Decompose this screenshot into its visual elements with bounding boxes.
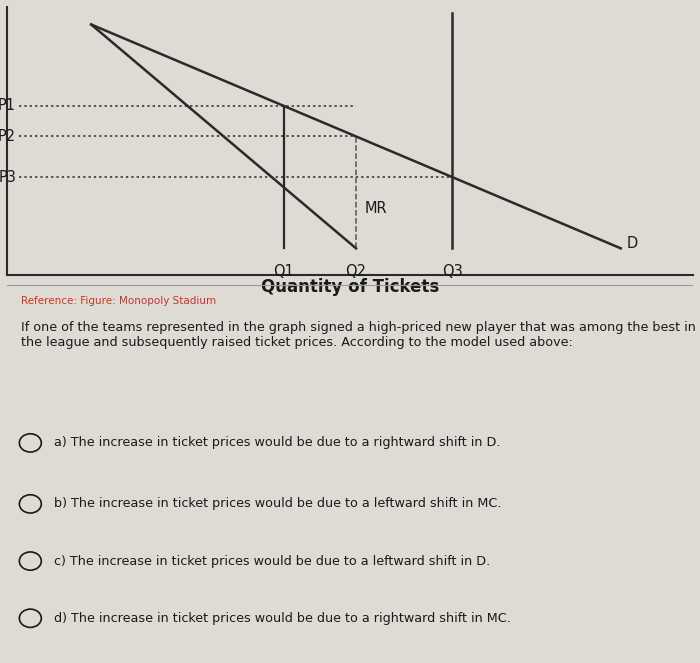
Text: P2: P2 [0,129,16,144]
Text: D: D [626,236,638,251]
X-axis label: Quantity of Tickets: Quantity of Tickets [261,278,439,296]
Text: d) The increase in ticket prices would be due to a rightward shift in MC.: d) The increase in ticket prices would b… [54,612,510,625]
Text: Reference: Figure: Monopoly Stadium: Reference: Figure: Monopoly Stadium [21,296,216,306]
Text: Q2: Q2 [346,264,367,279]
Text: If one of the teams represented in the graph signed a high-priced new player tha: If one of the teams represented in the g… [21,321,696,349]
Text: a) The increase in ticket prices would be due to a rightward shift in D.: a) The increase in ticket prices would b… [54,436,500,450]
Text: Q3: Q3 [442,264,463,279]
Text: MR: MR [365,200,388,215]
Text: P3: P3 [0,170,16,184]
Text: P1: P1 [0,98,16,113]
Text: b) The increase in ticket prices would be due to a leftward shift in MC.: b) The increase in ticket prices would b… [54,497,501,511]
Text: c) The increase in ticket prices would be due to a leftward shift in D.: c) The increase in ticket prices would b… [54,554,490,568]
Text: Q1: Q1 [274,264,294,279]
